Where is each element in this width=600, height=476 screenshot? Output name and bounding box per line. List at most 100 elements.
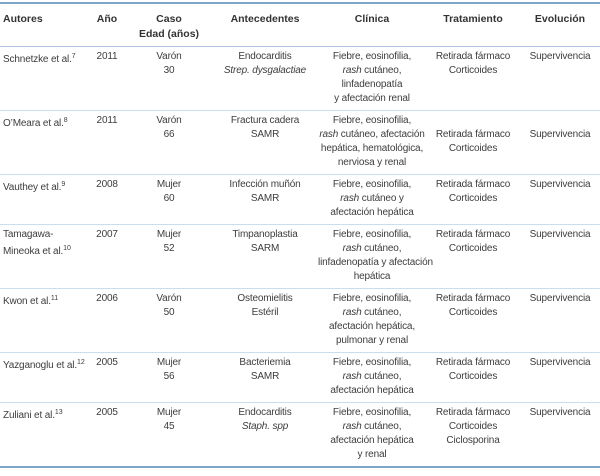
cell-line: Retirada fármaco <box>426 50 520 64</box>
cell-antecedentes: Timpanoplastia SARM <box>212 228 318 284</box>
text-segment: Endocarditis <box>238 51 292 62</box>
text-segment: Corticoides <box>448 371 498 382</box>
text-segment: Retirada fármaco <box>435 357 511 368</box>
cell-antecedentes: Endocarditis Staph. spp <box>212 406 318 462</box>
cell-line: Fractura cadera <box>212 114 318 128</box>
cell-line: Corticoides <box>426 192 520 206</box>
text-segment: SAMR <box>250 371 280 382</box>
text-segment: 2011 <box>96 51 118 62</box>
cell-line: 2005 <box>88 406 126 420</box>
text-segment: cutáneo, afectación <box>338 129 425 140</box>
text-segment: Supervivencia <box>529 129 591 140</box>
cell-line: Retirada fármaco <box>426 292 520 306</box>
cell-line: Retirada fármaco <box>426 228 520 242</box>
table-row: Schnetzke et al.7 2011 Varón 30 Endocarditis… <box>0 47 600 111</box>
text-segment: Mujer <box>156 407 182 418</box>
cell-tratamiento: Retirada fármaco Corticoides <box>426 356 520 398</box>
cell-clinica: Fiebre, eosinofilia, rash cutáneo, afectac… <box>318 292 426 348</box>
cell-line: 2008 <box>88 178 126 192</box>
cell-autores: Schnetzke et al.7 <box>0 50 88 106</box>
cell-ano: 2011 <box>88 50 126 106</box>
cell-line: Infección muñón <box>212 178 318 192</box>
text-segment: Retirada fármaco <box>435 179 511 190</box>
cell-line: SAMR <box>212 370 318 384</box>
cell-line: nerviosa y renal <box>318 156 426 170</box>
text-segment: Osteomielitis <box>237 293 293 304</box>
cell-caso: Mujer 60 <box>126 178 212 220</box>
text-segment: y afectación renal <box>334 93 410 104</box>
text-segment: 2007 <box>96 229 118 240</box>
text-segment: rash <box>342 65 362 76</box>
cell-ano: 2007 <box>88 228 126 284</box>
text-segment: SARM <box>250 243 280 254</box>
cell-line: 52 <box>126 242 212 256</box>
text-segment: Fiebre, eosinofilia, <box>332 357 412 368</box>
cell-antecedentes: Endocarditis Strep. dysgalactiae <box>212 50 318 106</box>
cell-line: Schnetzke et al.7 <box>3 50 88 67</box>
text-segment: Yazganoglu et al. <box>3 360 77 371</box>
cell-antecedentes: Osteomielitis Estéril <box>212 292 318 348</box>
cell-line: Supervivencia <box>520 50 600 64</box>
text-segment: afectación hepática <box>330 207 414 218</box>
cell-line: Zuliani et al.13 <box>3 406 88 423</box>
cell-line: Strep. dysgalactiae <box>212 64 318 78</box>
text-segment: 10 <box>63 245 71 252</box>
text-segment: rash <box>342 371 362 382</box>
cell-evolucion: Supervivencia <box>520 178 600 220</box>
header-cell-tratamiento: Tratamiento <box>426 12 520 42</box>
cell-ano: 2005 <box>88 356 126 398</box>
cell-caso: Varón 50 <box>126 292 212 348</box>
cell-line: rash cutáneo, <box>318 242 426 256</box>
cell-line: Vauthey et al.9 <box>3 178 88 195</box>
text-segment: rash <box>342 243 362 254</box>
text-segment: Varón <box>156 51 182 62</box>
text-segment: 2011 <box>96 115 118 126</box>
cell-line: SAMR <box>212 192 318 206</box>
text-segment: Fiebre, eosinofilia, <box>332 179 412 190</box>
text-segment: Timpanoplastia <box>232 229 298 240</box>
cell-ano: 2006 <box>88 292 126 348</box>
text-segment: Retirada fármaco <box>435 51 511 62</box>
text-segment: SAMR <box>250 129 280 140</box>
text-segment: 52 <box>163 243 175 254</box>
text-segment: Supervivencia <box>529 407 591 418</box>
cell-line: Bacteriemia <box>212 356 318 370</box>
text-segment: Supervivencia <box>529 179 591 190</box>
cell-line: 45 <box>126 420 212 434</box>
cell-line: 30 <box>126 64 212 78</box>
table-row: Yazganoglu et al.12 2005 Mujer 56 Bacteriemi… <box>0 353 600 403</box>
text-segment: 60 <box>163 193 175 204</box>
text-segment: afectación hepática <box>330 385 414 396</box>
text-segment: 9 <box>61 181 66 188</box>
text-segment: Fiebre, eosinofilia, <box>332 229 412 240</box>
cell-autores: O’Meara et al.8 <box>0 114 88 170</box>
text-segment: cutáneo, <box>361 421 402 432</box>
header-cell-evolucion: Evolución <box>520 12 600 42</box>
header-label: Año <box>96 13 118 25</box>
cell-caso: Mujer 45 <box>126 406 212 462</box>
cell-line: Retirada fármaco <box>426 356 520 370</box>
text-segment: 8 <box>63 117 68 124</box>
text-segment: Varón <box>156 293 182 304</box>
cell-line: afectación hepática <box>318 206 426 220</box>
text-segment: 2006 <box>96 293 118 304</box>
cell-tratamiento: Retirada fármaco Corticoides <box>426 114 520 170</box>
cell-line: rash cutáneo y <box>318 192 426 206</box>
cell-caso: Mujer 52 <box>126 228 212 284</box>
text-segment: Retirada fármaco <box>435 407 511 418</box>
header-label: Antecedentes <box>230 13 300 25</box>
cell-line: Timpanoplastia <box>212 228 318 242</box>
cell-line: linfadenopatía <box>318 78 426 92</box>
cell-line: Ciclosporina <box>426 434 520 448</box>
cell-autores: Vauthey et al.9 <box>0 178 88 220</box>
text-segment: Retirada fármaco <box>435 293 511 304</box>
table-body: Schnetzke et al.7 2011 Varón 30 Endocarditis… <box>0 47 600 466</box>
text-segment: Strep. dysgalactiae <box>223 65 307 76</box>
cell-line: Corticoides <box>426 142 520 156</box>
cell-line: 2006 <box>88 292 126 306</box>
cell-line: Retirada fármaco <box>426 128 520 142</box>
cell-line: rash cutáneo, <box>318 64 426 78</box>
cell-tratamiento: Retirada fármaco Corticoides <box>426 178 520 220</box>
text-segment: Staph. spp <box>241 421 289 432</box>
cell-caso: Varón 66 <box>126 114 212 170</box>
